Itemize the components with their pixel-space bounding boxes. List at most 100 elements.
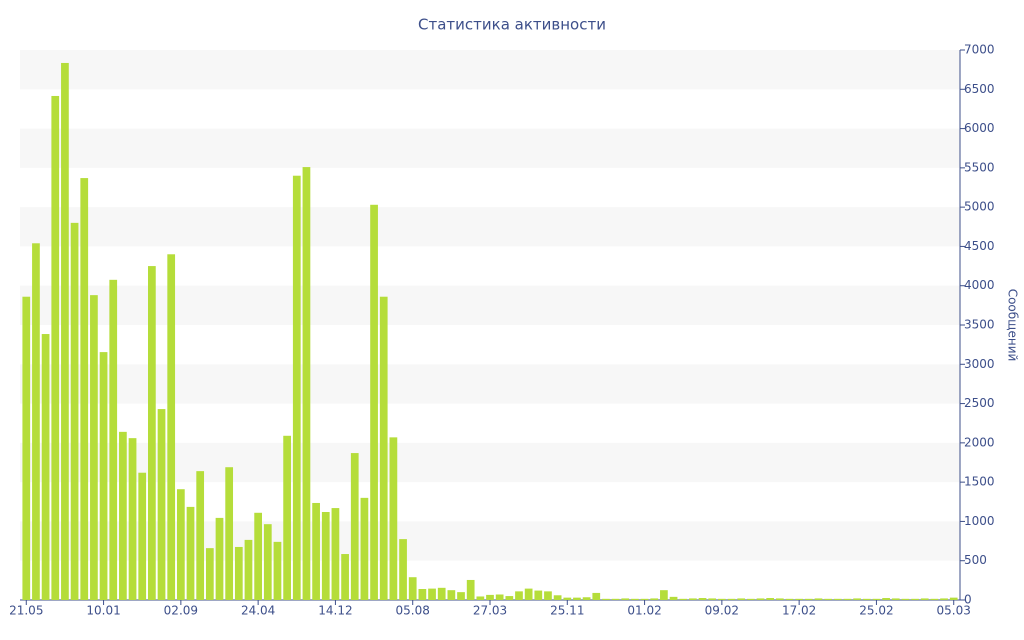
bar [949,597,958,600]
bar [544,591,552,600]
bar [775,598,784,600]
bar [804,598,813,600]
bar [756,598,765,600]
bar [602,598,610,600]
bar [727,598,736,600]
bar [234,546,243,600]
y-tick-label: 500 [964,553,987,567]
bar [582,597,591,600]
bar [515,591,523,600]
bar [302,167,311,601]
bar [708,598,717,600]
bar [795,598,804,600]
bar [843,598,852,600]
bar [119,431,127,600]
bar [505,596,514,600]
bar [22,296,31,600]
y-tick-label: 6500 [964,82,995,96]
bar [263,524,272,600]
bar [447,590,456,600]
bar [215,517,224,600]
x-tick-label: 27.03 [473,604,507,618]
x-tick-label: 01.02 [627,604,661,618]
bar [176,489,185,600]
bar [312,502,320,600]
bar [70,222,79,600]
bar [244,539,253,600]
bar [157,409,166,600]
bar [611,598,620,600]
bar [99,352,108,600]
bar [737,598,746,600]
bar [495,594,504,600]
y-tick-label: 0 [964,593,972,607]
bar [669,596,678,600]
x-tick-label: 21.05 [9,604,43,618]
x-tick-label: 02.09 [164,604,198,618]
y-tick-label: 3000 [964,357,995,371]
grid-band [20,285,960,325]
y-axis-title: Сообщений [1006,289,1020,362]
bar [573,597,581,600]
y-tick-label: 2000 [964,435,995,449]
bar [283,435,291,600]
x-tick-label: 24.04 [241,604,275,618]
bar [321,512,330,600]
y-tick-label: 2500 [964,396,995,410]
bar [592,592,601,600]
y-tick-label: 4500 [964,239,995,253]
bar [689,598,697,600]
y-tick-label: 1500 [964,475,995,489]
grid-band [20,442,960,483]
bar [128,438,137,600]
bar [476,596,485,600]
bar [205,548,214,600]
x-tick-label: 25.11 [550,604,584,618]
bar [90,295,98,600]
bar [437,587,446,600]
bar [32,243,40,601]
grid-band [20,50,960,90]
bar [350,453,359,600]
bar [746,598,755,600]
bar [138,472,147,600]
bar [882,598,890,600]
bar [824,598,832,600]
bar [466,579,475,600]
bar [563,597,572,600]
bar [862,598,871,600]
bar [186,506,195,600]
bar [631,598,639,600]
bar [911,598,919,600]
grid-band [20,128,960,168]
y-tick-label: 1000 [964,514,995,528]
bar [853,598,861,600]
bar [418,589,427,600]
bar [292,175,301,600]
bar [148,266,156,600]
bar [524,588,533,600]
bar [457,592,465,600]
x-tick-label: 25.02 [859,604,893,618]
bar [408,577,417,600]
x-tick-label: 05.08 [396,604,430,618]
x-tick-label: 10.01 [86,604,120,618]
bar [534,590,543,600]
bar [891,598,900,600]
bar [621,598,630,600]
bar [650,598,659,600]
bar [196,471,205,600]
grid-band [20,207,960,247]
bar [679,598,688,600]
bar [254,512,263,600]
x-tick-label: 14.12 [318,604,352,618]
bar [717,598,726,600]
bar [785,598,794,600]
y-tick-label: 5500 [964,160,995,174]
y-tick-label: 4000 [964,278,995,292]
bar [273,541,282,600]
bar [930,598,939,600]
bar [331,508,340,600]
x-tick-label: 17.02 [782,604,816,618]
